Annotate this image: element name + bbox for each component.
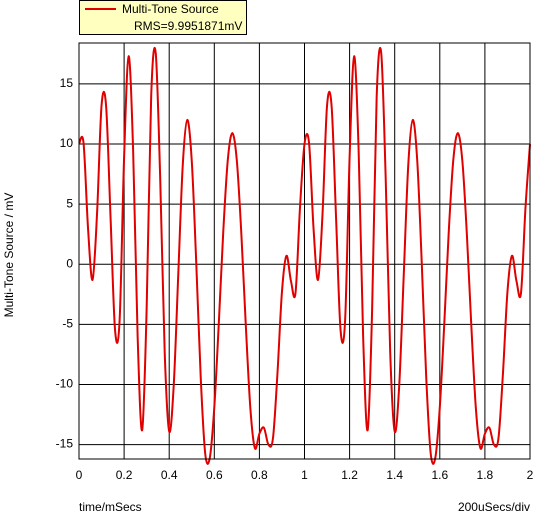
x-tick-label: 1.4 [386,468,403,482]
x-axis-label: time/mSecs [79,500,142,514]
annotation: 200uSecs/div [458,500,530,514]
x-tick-label: 1 [301,468,308,482]
y-tick-label: 10 [60,136,74,150]
legend-label: Multi-Tone Source [122,2,219,16]
plot-frame [78,42,531,460]
series-line [78,46,531,465]
x-tick-label: 2 [527,468,533,482]
y-tick-label: -10 [56,377,74,391]
x-tick-label: 0.2 [116,468,133,482]
y-tick-label: 0 [66,256,73,270]
y-tick-label: -5 [62,317,73,331]
x-tick-label: 0.8 [251,468,268,482]
legend-note: RMS=9.9951871mV [134,19,242,33]
legend-box [79,0,247,35]
x-tick-label: 1.6 [431,468,448,482]
y-tick-label: 15 [60,76,74,90]
x-tick-label: 1.8 [477,468,494,482]
x-tick-label: 0 [76,468,83,482]
y-tick-label: -15 [56,437,74,451]
x-tick-label: 0.4 [161,468,178,482]
curves [78,46,531,465]
y-tick-label: 5 [66,196,73,210]
x-tick-label: 0.6 [206,468,223,482]
x-tick-label: 1.2 [341,468,358,482]
y-axis-label: Multi-Tone Source / mV [2,193,16,318]
